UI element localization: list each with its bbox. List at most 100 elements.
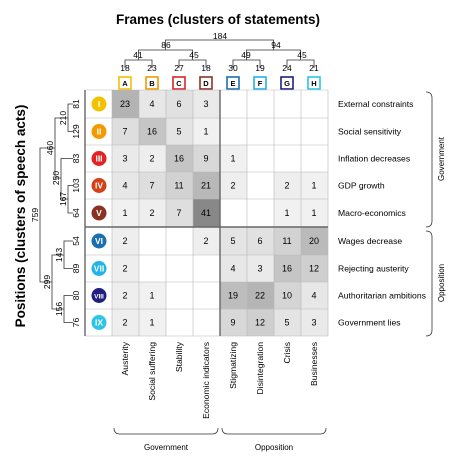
cell-r4-c2: 7 [149, 181, 154, 191]
matrix-cell [112, 145, 139, 172]
position-tree-root: 759 [30, 208, 40, 222]
cell-r3-c2: 2 [149, 154, 154, 164]
matrix-cell [220, 255, 247, 282]
cell-r4-c4: 21 [201, 181, 211, 191]
position-badges: I II III IV V VI VII VIII IX [91, 96, 107, 330]
cell-r7-c1: 2 [122, 264, 127, 274]
matrix-cell [274, 309, 301, 336]
column-group-brackets: Government Opposition [113, 427, 327, 452]
position-totals: 81 129 83 103 64 54 89 80 76 [71, 99, 81, 327]
frame-badge-a-box [118, 76, 132, 90]
col-label-disintegration: Disintegration [255, 342, 265, 395]
cell-r9-c1: 2 [122, 318, 127, 328]
row-group-brackets: Government Opposition [425, 91, 446, 337]
matrix-cell [166, 90, 193, 118]
position-total-ii: 129 [71, 124, 81, 138]
cell-r7-c5: 4 [230, 264, 235, 274]
row-group-government: Government [437, 136, 446, 181]
matrix-cell [139, 227, 166, 255]
cell-r7-c7: 16 [282, 264, 292, 274]
cell-r7-c6: 3 [257, 264, 262, 274]
matrix-cell [166, 309, 193, 336]
matrix-cell [112, 118, 139, 145]
frame-badge-g: G [284, 79, 290, 88]
matrix-cell [274, 199, 301, 227]
position-tree-group3to5: 250 [51, 171, 61, 185]
frame-dendrogram: 41 45 49 45 86 94 184 [124, 31, 315, 68]
matrix-cell [274, 118, 301, 145]
frame-badge-e-box [226, 76, 240, 90]
position-badge-viii: VIII [94, 294, 104, 301]
position-total-vi: 54 [71, 236, 81, 246]
row-label-authoritarian-ambitions: Authoritarian ambitions [338, 291, 426, 301]
matrix-cell [247, 199, 274, 227]
matrix-cell [220, 145, 247, 172]
row-label-government-lies: Government lies [338, 318, 401, 328]
position-total-i: 81 [71, 99, 81, 109]
frame-badge-h: H [311, 79, 316, 88]
row-label-external-constraints: External constraints [338, 99, 413, 109]
frame-badge-b: B [149, 79, 155, 88]
cell-r1-c3: 6 [176, 99, 181, 109]
cell-r8-c1: 2 [122, 291, 127, 301]
matrix-cell [193, 199, 220, 227]
matrix-cell [166, 199, 193, 227]
frame-tree-ab: 41 [133, 50, 143, 60]
cell-r5-c2: 2 [149, 208, 154, 218]
matrix-cell [166, 227, 193, 255]
col-label-social-suffering: Social suffering [147, 342, 157, 401]
frame-badge-c: C [176, 79, 182, 88]
position-tree-gov: 460 [45, 141, 55, 155]
cell-r2-c1: 7 [122, 127, 127, 137]
matrix-cell [139, 282, 166, 309]
frame-badge-d-box [199, 76, 213, 90]
frame-total-e: 30 [228, 63, 238, 73]
cell-r6-c4: 2 [203, 236, 208, 246]
frame-tree-gh: 45 [297, 50, 307, 60]
matrix-cell [220, 282, 247, 309]
position-badge-iv: IV [95, 181, 103, 191]
row-label-gdp-growth: GDP growth [338, 181, 385, 191]
frame-badge-e: E [230, 79, 235, 88]
position-badge-v-circle [91, 205, 107, 221]
matrix-cell [139, 118, 166, 145]
position-badge-ii: II [97, 127, 102, 137]
col-label-economic-indicators: Economic indicators [201, 342, 211, 419]
position-tree-pair12: 210 [58, 111, 68, 125]
matrix-cell [112, 199, 139, 227]
col-label-stability: Stability [174, 341, 184, 372]
frame-total-f: 19 [255, 63, 265, 73]
position-dendrogram: 210 167 250 460 143 156 299 759 [30, 103, 73, 323]
frame-tree-ef: 49 [241, 50, 251, 60]
position-badge-vii: VII [94, 264, 104, 274]
cell-r8-c2: 1 [149, 291, 154, 301]
matrix-cell [301, 118, 328, 145]
matrix-cell [112, 309, 139, 336]
position-tree-opp: 299 [42, 275, 52, 289]
matrix-cell [301, 90, 328, 118]
cell-r6-c7: 11 [282, 236, 291, 246]
cell-r2-c2: 16 [147, 127, 157, 137]
position-badge-v: V [96, 208, 102, 218]
position-total-v: 64 [71, 208, 81, 218]
matrix-cell [193, 118, 220, 145]
matrix-cell [139, 145, 166, 172]
position-badge-vi: VI [95, 236, 103, 246]
matrix-cell [301, 309, 328, 336]
matrix-cell [220, 199, 247, 227]
matrix-cell [247, 309, 274, 336]
row-label-macro-economics: Macro-economics [338, 208, 406, 218]
matrix-cell [247, 145, 274, 172]
cell-r4-c8: 1 [311, 181, 316, 191]
position-tree-pair45: 167 [58, 192, 68, 206]
frame-total-a: 18 [120, 63, 130, 73]
cell-r9-c2: 1 [149, 318, 154, 328]
row-label-social-sensitivity: Social sensitivity [338, 127, 402, 137]
matrix-cell [220, 309, 247, 336]
position-total-viii: 80 [71, 291, 81, 301]
matrix-cell [112, 172, 139, 199]
position-badge-ii-circle [91, 124, 107, 139]
matrix-cell [247, 90, 274, 118]
cell-r5-c3: 7 [176, 208, 181, 218]
